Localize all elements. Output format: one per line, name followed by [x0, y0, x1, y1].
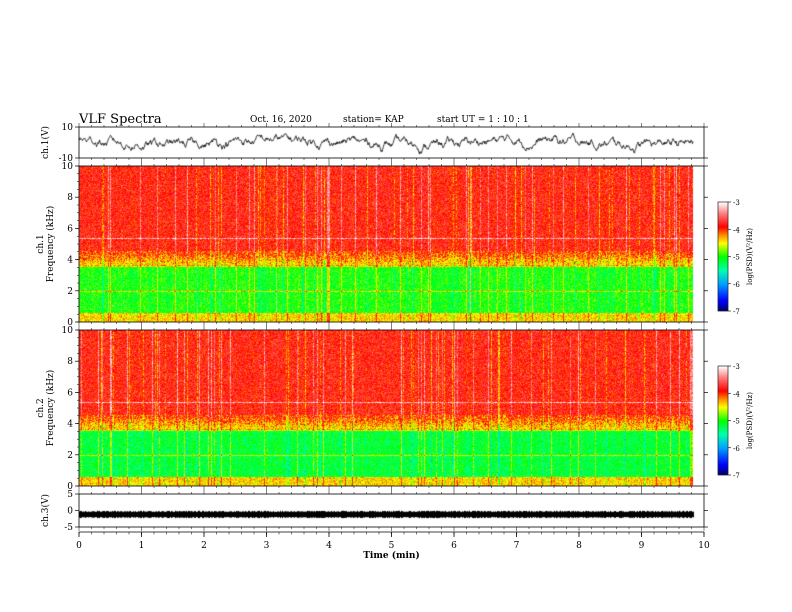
colorbar-tick-label: -5	[733, 254, 740, 262]
colorbar-tick-label: -4	[733, 390, 740, 398]
y-tick-label: 6	[67, 224, 73, 234]
chart-date: Oct. 16, 2020	[250, 115, 312, 125]
y-tick-label: 10	[62, 162, 74, 172]
x-tick-label: 2	[201, 541, 207, 551]
colorbar-tick-label: -7	[733, 472, 740, 480]
panel-frame-2	[78, 165, 705, 323]
colorbar-tick-label: -3	[733, 363, 740, 371]
colorbar-tick-label: -7	[733, 308, 740, 316]
y-tick-label: 8	[67, 357, 73, 367]
y-tick-label: 6	[67, 388, 73, 398]
y-tick-label: 0	[67, 318, 73, 328]
colorbar-2	[717, 365, 729, 476]
colorbar-tick-label: -4	[733, 226, 740, 234]
chart-title: VLF Spectra	[79, 112, 162, 127]
y-tick-label: 10	[62, 326, 74, 336]
y-tick-label: 4	[67, 420, 73, 430]
colorbar-tick-label: -3	[733, 199, 740, 207]
colorbar-tick-label: -6	[733, 445, 740, 453]
y-axis-label: ch.2	[36, 398, 46, 417]
y-tick-label: 4	[67, 256, 73, 266]
colorbar-label: log(PSD)(V²/Hz)	[746, 392, 754, 449]
y-tick-label: 2	[67, 287, 73, 297]
colorbar-tick-label: -5	[733, 418, 740, 426]
colorbar-1	[717, 201, 729, 312]
x-tick-label: 4	[326, 541, 332, 551]
colorbar-label: log(PSD)(V²/Hz)	[746, 228, 754, 285]
y-tick-label: 0	[67, 507, 73, 517]
y-tick-label: -10	[59, 154, 74, 164]
x-tick-label: 7	[514, 541, 520, 551]
y-axis-label: ch.1(V)	[40, 126, 51, 159]
x-tick-label: 3	[264, 541, 270, 551]
y-axis-label: Frequency (kHz)	[45, 206, 56, 283]
x-axis-label: Time (min)	[363, 550, 420, 561]
x-tick-label: 8	[576, 541, 582, 551]
x-tick-label: 1	[139, 541, 145, 551]
y-axis-label: Frequency (kHz)	[45, 370, 56, 447]
x-tick-label: 6	[451, 541, 457, 551]
y-tick-label: -5	[64, 523, 73, 533]
panel-frame-3	[78, 329, 705, 487]
x-tick-label: 9	[639, 541, 645, 551]
colorbar-tick-label: -6	[733, 281, 740, 289]
panel-frame-1	[78, 126, 705, 159]
chart-start-time: start UT = 1 : 10 : 1	[437, 115, 529, 125]
y-tick-label: 5	[67, 490, 73, 500]
panel-frame-4	[78, 493, 705, 528]
y-tick-label: 2	[67, 451, 73, 461]
y-tick-label: 0	[67, 482, 73, 492]
y-axis-label: ch.1	[36, 234, 46, 253]
chart-station: station= KAP	[343, 115, 404, 125]
x-tick-label: 0	[76, 541, 82, 551]
y-tick-label: 8	[67, 193, 73, 203]
y-tick-label: 10	[62, 123, 74, 133]
x-tick-label: 5	[389, 541, 395, 551]
x-tick-label: 10	[698, 541, 710, 551]
y-axis-label: ch.3(V)	[40, 494, 51, 527]
